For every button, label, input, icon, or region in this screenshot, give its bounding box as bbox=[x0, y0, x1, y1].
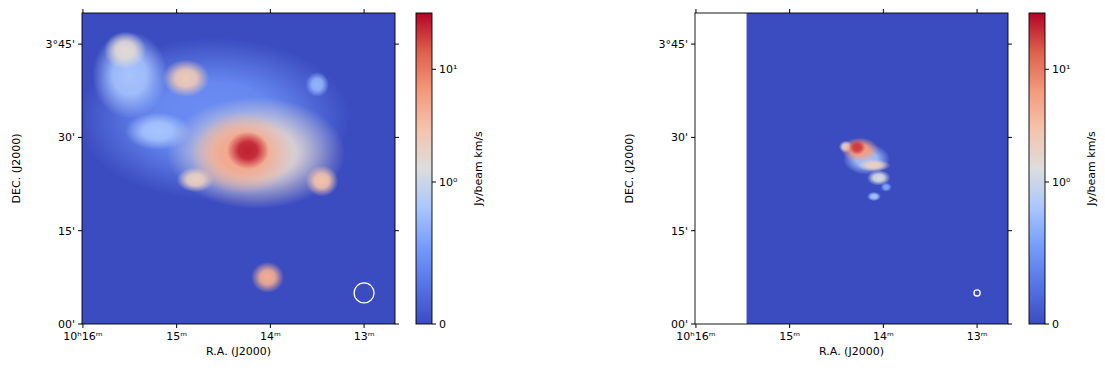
y-tick-label: 00' bbox=[58, 318, 75, 331]
x-tick-label: 14ᵐ bbox=[260, 330, 281, 343]
y-tick-label: 30' bbox=[671, 131, 688, 144]
y-tick bbox=[395, 230, 399, 231]
y-tick bbox=[1008, 137, 1012, 138]
x-tick bbox=[176, 324, 177, 328]
y-tick bbox=[78, 324, 82, 325]
x-tick-label: 13ᵐ bbox=[967, 330, 988, 343]
x-tick-label: 10ʰ16ᵐ bbox=[676, 330, 715, 343]
colorbar-tick bbox=[432, 182, 436, 183]
x-tick bbox=[364, 9, 365, 13]
x-tick bbox=[82, 324, 83, 328]
x-tick-label: 15ᵐ bbox=[166, 330, 187, 343]
beam bbox=[354, 283, 374, 303]
colorbar-tick bbox=[1045, 324, 1049, 325]
x-tick bbox=[695, 9, 696, 13]
colorbar-tick bbox=[432, 324, 436, 325]
colorbar bbox=[416, 13, 432, 324]
colorbar-tick-label: 10⁰ bbox=[1052, 176, 1071, 189]
y-tick-label: 15' bbox=[58, 225, 75, 238]
figure: 10ʰ16ᵐ 15ᵐ 14ᵐ 13ᵐ 00' 15' 30' 3°45' R.A. (J2000… bbox=[0, 0, 1105, 373]
emission bbox=[163, 60, 210, 97]
map-background bbox=[747, 13, 1008, 324]
colorbar-tick-label: 10¹ bbox=[439, 63, 457, 76]
x-tick bbox=[270, 324, 271, 328]
colorbar-tick-label: 0 bbox=[1052, 318, 1059, 331]
x-tick bbox=[883, 324, 884, 328]
emission bbox=[867, 192, 881, 201]
colorbar-title: Jy/beam km/s bbox=[1085, 131, 1098, 207]
plot-area bbox=[695, 13, 1008, 324]
x-tick bbox=[977, 9, 978, 13]
emission bbox=[227, 132, 269, 169]
x-tick-label: 10ʰ16ᵐ bbox=[63, 330, 102, 343]
y-tick bbox=[78, 230, 82, 231]
y-tick-label: 3°45' bbox=[658, 38, 688, 51]
panel: 10ʰ16ᵐ 15ᵐ 14ᵐ 13ᵐ 00' 15' 30' 3°45' R.A. (J2000… bbox=[623, 9, 1098, 358]
y-tick bbox=[78, 137, 82, 138]
emission bbox=[167, 97, 345, 209]
x-tick bbox=[176, 9, 177, 13]
x-tick bbox=[789, 9, 790, 13]
x-axis-title: R.A. (J2000) bbox=[819, 345, 884, 358]
colorbar-tick bbox=[432, 69, 436, 70]
y-tick bbox=[1008, 324, 1012, 325]
colorbar bbox=[1029, 13, 1045, 324]
emission bbox=[306, 165, 339, 196]
emission bbox=[306, 72, 329, 97]
colorbar-tick bbox=[1045, 182, 1049, 183]
x-tick bbox=[364, 324, 365, 328]
x-tick bbox=[270, 9, 271, 13]
emission bbox=[92, 32, 167, 119]
y-tick bbox=[691, 137, 695, 138]
no-data bbox=[695, 13, 1008, 324]
y-tick bbox=[691, 324, 695, 325]
x-axis-title: R.A. (J2000) bbox=[206, 345, 271, 358]
x-tick bbox=[789, 324, 790, 328]
y-axis-title: DEC. (J2000) bbox=[10, 134, 23, 204]
emission bbox=[191, 113, 294, 194]
panel: 10ʰ16ᵐ 15ᵐ 14ᵐ 13ᵐ 00' 15' 30' 3°45' R.A. (J2000… bbox=[10, 9, 485, 358]
x-tick-label: 14ᵐ bbox=[873, 330, 894, 343]
frame bbox=[82, 13, 395, 324]
y-tick bbox=[395, 324, 399, 325]
x-tick-label: 15ᵐ bbox=[779, 330, 800, 343]
colorbar-tick-label: 0 bbox=[439, 318, 446, 331]
colorbar-tick bbox=[1045, 69, 1049, 70]
y-tick bbox=[691, 230, 695, 231]
y-tick bbox=[395, 44, 399, 45]
emission bbox=[251, 262, 284, 293]
emission bbox=[841, 137, 878, 162]
colorbar-tick-label: 10¹ bbox=[1052, 63, 1070, 76]
x-tick bbox=[883, 9, 884, 13]
emission bbox=[849, 140, 866, 156]
emission bbox=[881, 182, 892, 191]
y-tick bbox=[691, 44, 695, 45]
beam bbox=[974, 290, 980, 296]
y-tick-label: 15' bbox=[671, 225, 688, 238]
frame bbox=[695, 13, 1008, 324]
y-axis-title: DEC. (J2000) bbox=[623, 134, 636, 204]
x-tick-label: 13ᵐ bbox=[354, 330, 375, 343]
plot-area bbox=[82, 13, 395, 324]
y-tick-label: 00' bbox=[671, 318, 688, 331]
x-tick bbox=[695, 324, 696, 328]
y-tick bbox=[1008, 230, 1012, 231]
y-tick bbox=[395, 137, 399, 138]
y-tick bbox=[78, 44, 82, 45]
x-tick bbox=[82, 9, 83, 13]
colorbar-tick-label: 10⁰ bbox=[439, 176, 458, 189]
emission bbox=[104, 32, 146, 69]
y-tick-label: 30' bbox=[58, 131, 75, 144]
y-tick bbox=[1008, 44, 1012, 45]
x-tick bbox=[977, 324, 978, 328]
colorbar-title: Jy/beam km/s bbox=[472, 131, 485, 207]
y-tick-label: 3°45' bbox=[45, 38, 75, 51]
